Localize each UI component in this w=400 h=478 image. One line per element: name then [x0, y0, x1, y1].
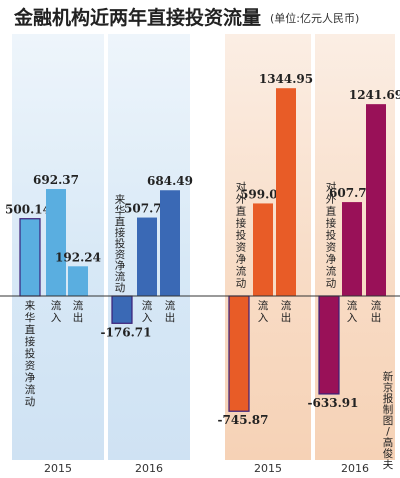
year-label: 2015: [44, 462, 72, 475]
data-label: 507.78: [124, 202, 170, 216]
bar-category-label: 流出: [165, 299, 176, 324]
bar-category-label: 流出: [73, 299, 84, 324]
net-flow-label: 来华直接投资净流动: [115, 194, 126, 294]
data-label: 692.37: [33, 173, 79, 187]
net-flow-label: 对外直接投资净流动: [326, 180, 337, 289]
data-label: 192.24: [55, 250, 101, 264]
bar: [68, 266, 88, 296]
bar-category-label: 流入: [142, 299, 153, 324]
bar: [342, 202, 362, 296]
bar-category-label: 流出: [281, 299, 292, 324]
data-label: 1344.95: [259, 72, 313, 86]
bar: [228, 295, 250, 412]
year-label: 2015: [254, 462, 282, 475]
unit-label: (单位:亿元人民币): [270, 11, 359, 25]
bar: [366, 104, 386, 296]
data-label: -745.87: [218, 413, 269, 427]
data-label: -633.91: [308, 396, 359, 410]
bar-category-label: 流出: [371, 299, 382, 324]
data-label: 607.78: [329, 186, 375, 200]
data-label: 1241.69: [349, 88, 400, 102]
bar: [137, 217, 157, 296]
bar: [318, 295, 340, 395]
bar-category-label: 流入: [347, 299, 358, 324]
bar: [111, 295, 133, 324]
bar: [46, 189, 66, 296]
net-flow-label: 来华直接投资净流动: [25, 300, 36, 408]
year-label: 2016: [135, 462, 163, 475]
net-flow-label: 对外直接投资净流动: [236, 180, 247, 289]
bar: [19, 218, 41, 297]
chart-title: 金融机构近两年直接投资流量: [13, 6, 261, 29]
bar: [276, 88, 296, 296]
data-label: 684.49: [147, 174, 193, 188]
bar-category-label: 流入: [258, 299, 269, 324]
data-label: 500.14: [5, 203, 51, 217]
data-label: -176.71: [101, 325, 152, 339]
data-label: 599.08: [240, 187, 286, 201]
credit-label: 新京报制图/高俊夫: [383, 370, 394, 471]
bar: [160, 190, 180, 296]
bar: [253, 203, 273, 296]
year-label: 2016: [341, 462, 369, 475]
bar-category-label: 流入: [51, 299, 62, 324]
